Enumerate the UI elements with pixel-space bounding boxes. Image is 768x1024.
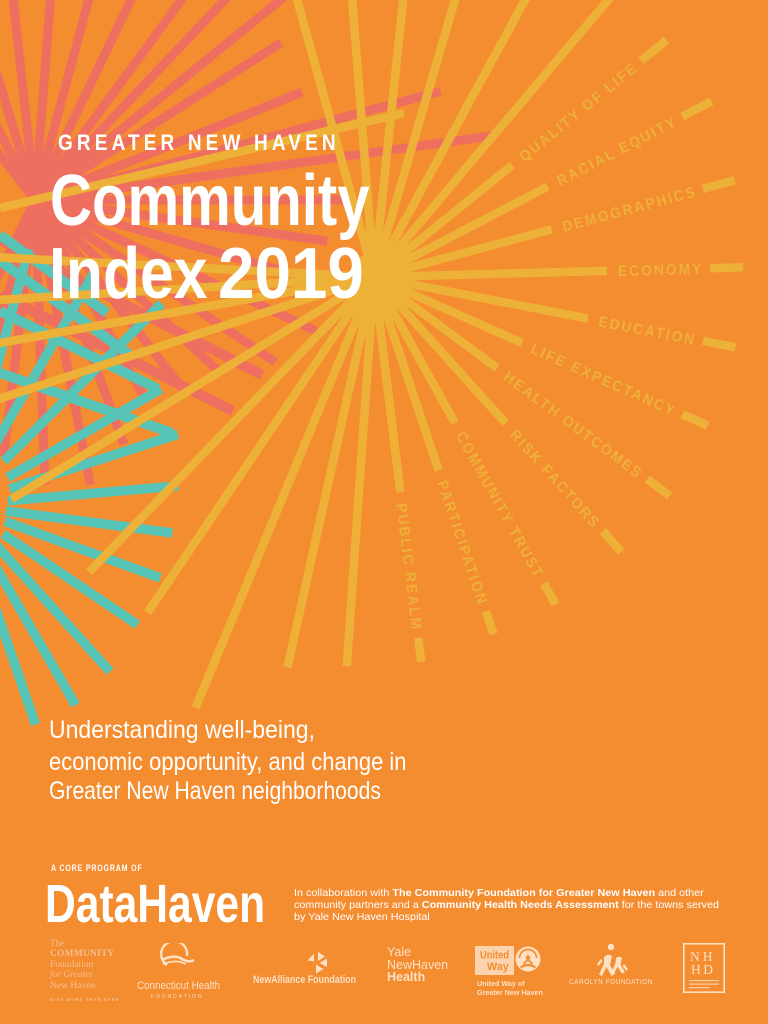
svg-text:EDUCATION: EDUCATION xyxy=(597,314,698,349)
svg-text:PUBLIC REALM: PUBLIC REALM xyxy=(392,502,424,632)
svg-text:NH: NH xyxy=(690,949,716,964)
svg-text:DEMOGRAPHICS: DEMOGRAPHICS xyxy=(561,184,699,236)
svg-text:Way: Way xyxy=(487,961,509,973)
svg-text:NewAlliance Foundation: NewAlliance Foundation xyxy=(253,974,356,986)
svg-text:United: United xyxy=(480,950,509,962)
svg-text:United Way of: United Way of xyxy=(477,979,525,988)
svg-text:ECONOMY: ECONOMY xyxy=(618,261,704,280)
svg-text:CAROLYN FOUNDATION: CAROLYN FOUNDATION xyxy=(569,979,653,986)
svg-text:Connecticut Health: Connecticut Health xyxy=(137,980,220,992)
svg-text:FOUNDATION: FOUNDATION xyxy=(151,994,204,1000)
svg-text:HD: HD xyxy=(691,962,716,977)
svg-text:PARTICIPATION: PARTICIPATION xyxy=(433,479,490,608)
svg-text:Greater New Haven: Greater New Haven xyxy=(477,988,543,995)
